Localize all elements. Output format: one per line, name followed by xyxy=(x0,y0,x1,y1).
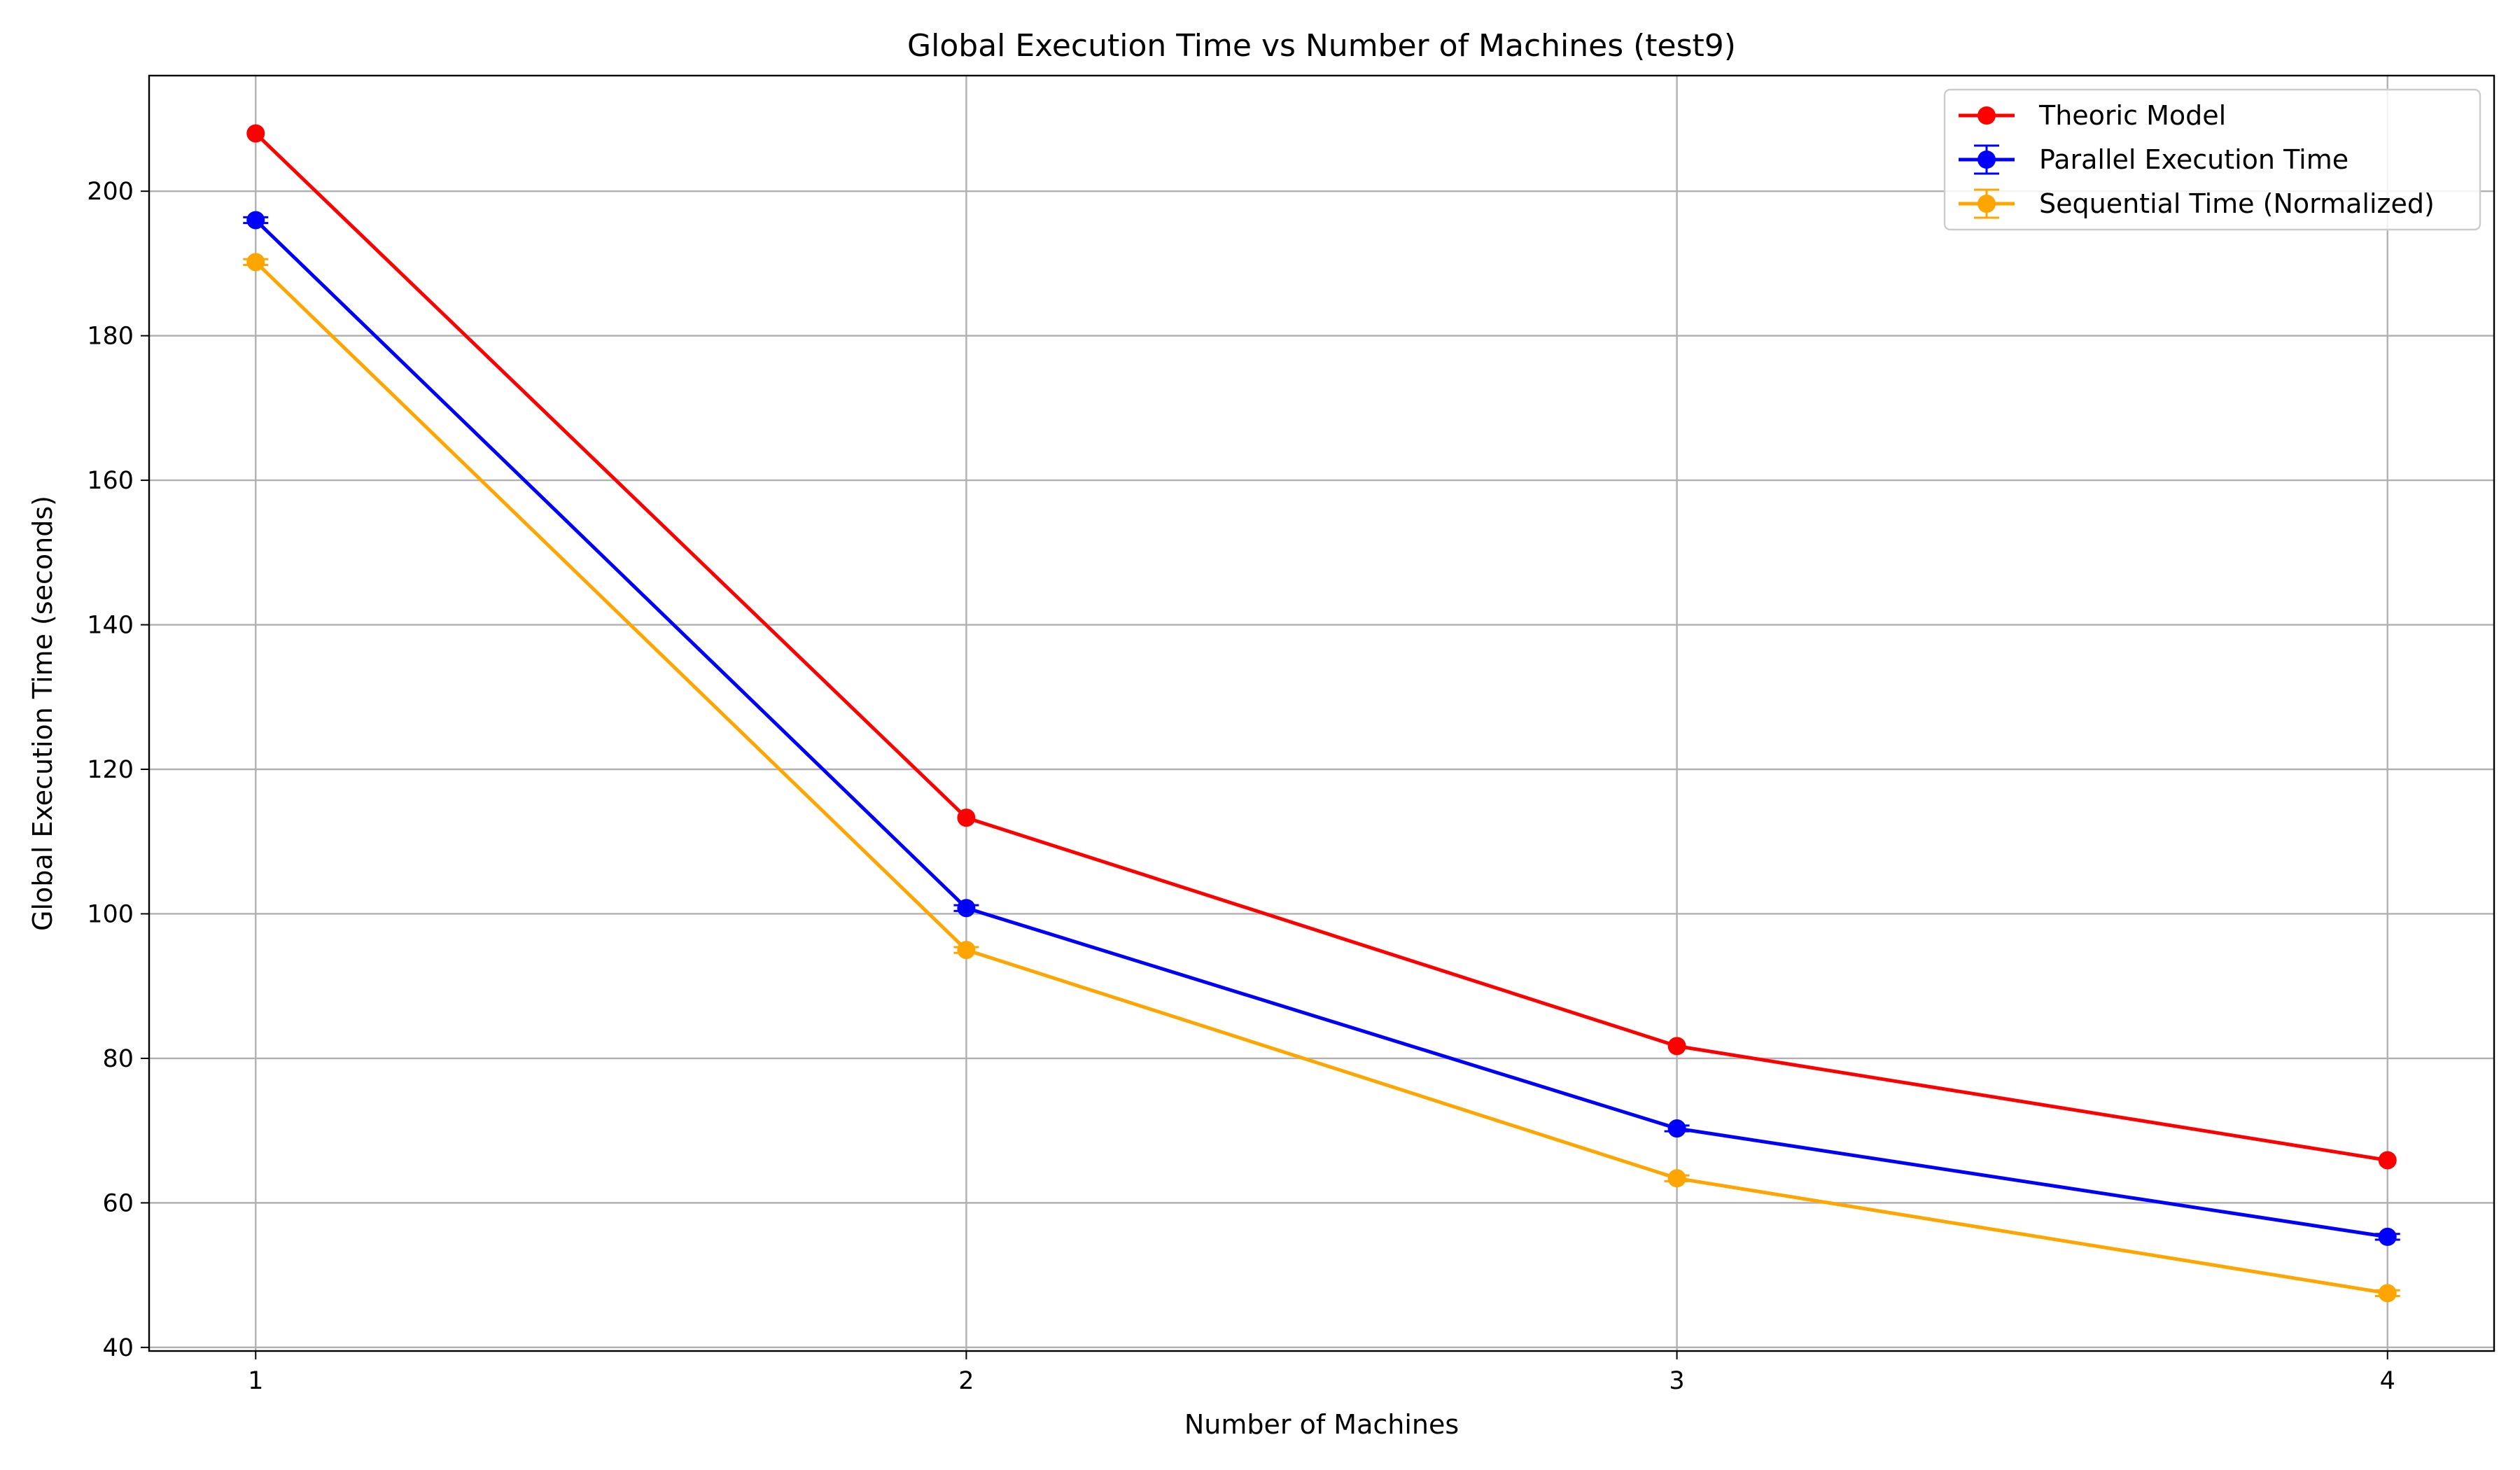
x-tick-label: 1 xyxy=(248,1367,263,1395)
data-point xyxy=(246,124,265,143)
y-tick-label: 180 xyxy=(87,323,134,351)
series-3 xyxy=(243,253,2400,1303)
chart-title: Global Execution Time vs Number of Machi… xyxy=(907,28,1736,64)
y-tick-label: 80 xyxy=(102,1045,134,1073)
legend: Theoric Model Parallel Execution Time Sequ… xyxy=(1943,88,2482,231)
y-axis-ticks: 40 60 80 100 120 140 160 180 200 xyxy=(87,178,149,1362)
y-tick-label: 160 xyxy=(87,467,134,495)
plot-area-frame xyxy=(148,74,2496,1352)
x-tick-label: 3 xyxy=(1669,1367,1684,1395)
y-tick-label: 40 xyxy=(102,1334,134,1362)
legend-marker xyxy=(1977,195,1996,213)
legend-label: Parallel Execution Time xyxy=(2039,144,2348,175)
y-tick-label: 140 xyxy=(87,612,134,640)
data-point xyxy=(957,808,976,827)
data-point xyxy=(246,253,265,272)
grid-lines xyxy=(149,76,2494,1351)
data-point xyxy=(957,899,976,918)
data-point xyxy=(2378,1227,2397,1246)
y-axis-label: Global Execution Time (seconds) xyxy=(27,496,58,931)
x-axis-ticks: 1 2 3 4 xyxy=(248,1351,2395,1395)
legend-marker xyxy=(1977,106,1996,125)
series-line xyxy=(254,132,2388,1162)
data-point xyxy=(1667,1037,1686,1056)
legend-label: Sequential Time (Normalized) xyxy=(2039,188,2435,219)
series-2 xyxy=(243,211,2400,1246)
data-point xyxy=(246,211,265,230)
x-axis-label: Number of Machines xyxy=(1184,1409,1459,1440)
data-point xyxy=(957,941,976,960)
y-tick-label: 60 xyxy=(102,1189,134,1217)
series-1 xyxy=(246,124,2397,1170)
series-line xyxy=(254,260,2388,1295)
series-layer xyxy=(243,124,2400,1303)
data-point xyxy=(1667,1169,1686,1188)
legend-frame xyxy=(1943,88,2482,231)
x-tick-label: 4 xyxy=(2380,1367,2395,1395)
series-line xyxy=(254,218,2388,1239)
data-point xyxy=(2378,1151,2397,1170)
data-point xyxy=(2378,1284,2397,1303)
legend-label: Theoric Model xyxy=(2038,100,2226,131)
y-tick-label: 200 xyxy=(87,178,134,206)
data-point xyxy=(1667,1119,1686,1138)
legend-marker xyxy=(1977,150,1996,169)
y-tick-label: 100 xyxy=(87,900,134,928)
x-tick-label: 2 xyxy=(958,1367,974,1395)
y-tick-label: 120 xyxy=(87,756,134,784)
